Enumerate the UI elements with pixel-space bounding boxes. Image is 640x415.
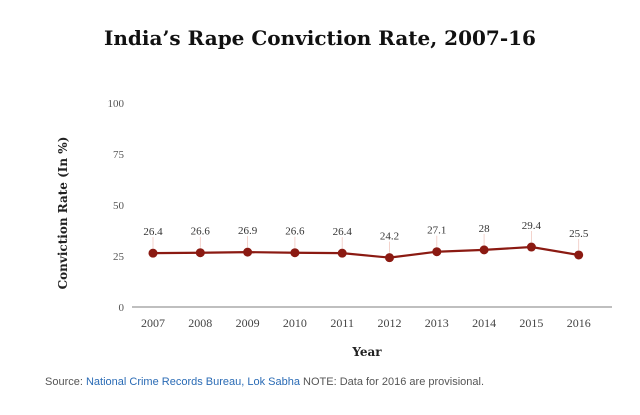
data-point: [574, 250, 584, 260]
x-tick-label: 2014: [472, 316, 496, 330]
data-label: 26.9: [238, 225, 258, 237]
x-axis-title: Year: [351, 345, 382, 359]
data-point: [148, 248, 158, 258]
y-axis-title: Conviction Rate (In %): [56, 137, 70, 290]
data-label: 25.5: [569, 228, 589, 240]
x-tick-label: 2008: [188, 316, 212, 330]
x-tick-label: 2012: [378, 316, 402, 330]
data-label: 26.4: [143, 226, 163, 238]
x-tick-label: 2011: [330, 316, 354, 330]
data-point: [385, 253, 394, 263]
data-point: [526, 242, 536, 252]
data-label: 29.4: [522, 220, 542, 232]
x-tick-label: 2009: [236, 316, 260, 330]
data-label: 26.4: [333, 226, 353, 238]
x-tick-label: 2010: [283, 316, 307, 330]
y-tick-label: 50: [113, 200, 125, 212]
source-prefix: Source:: [45, 376, 86, 388]
y-tick-label: 25: [113, 251, 125, 263]
data-point: [243, 247, 253, 257]
data-label: 27.1: [427, 225, 446, 237]
data-point: [195, 248, 205, 258]
data-point: [432, 247, 442, 257]
x-tick-label: 2007: [141, 316, 165, 330]
data-label: 24.2: [380, 231, 399, 243]
y-tick-label: 100: [108, 98, 125, 110]
y-tick-label: 0: [119, 302, 125, 314]
x-tick-label: 2015: [519, 316, 543, 330]
source-note: Source: National Crime Records Bureau, L…: [45, 376, 484, 388]
data-label: 26.6: [285, 226, 305, 238]
series-line: [152, 245, 579, 259]
source-note-text: NOTE: Data for 2016 are provisional.: [299, 376, 485, 388]
data-label: 26.6: [191, 226, 211, 238]
data-label: 28: [479, 223, 491, 235]
data-point: [290, 248, 300, 258]
source-link[interactable]: National Crime Records Bureau, Lok Sabha: [85, 376, 300, 388]
chart-title: India’s Rape Conviction Rate, 2007-16: [104, 26, 536, 50]
x-tick-label: 2013: [425, 316, 449, 330]
y-tick-label: 75: [113, 149, 125, 161]
data-point: [479, 245, 489, 255]
x-tick-label: 2016: [567, 316, 591, 330]
data-point: [337, 248, 347, 258]
